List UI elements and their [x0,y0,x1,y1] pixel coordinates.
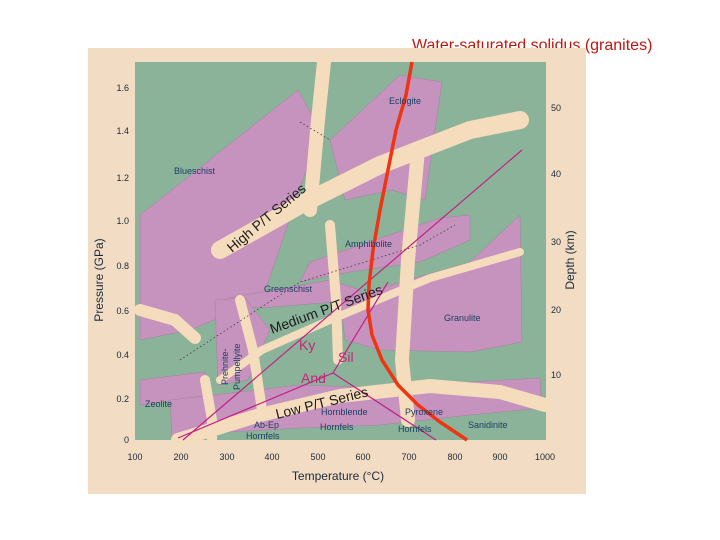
greenschist-label: Greenschist [264,284,313,294]
depth-tick: 20 [551,305,561,315]
y-axis-left-label: Pressure (GPa) [92,238,106,321]
pumpellyite-label: Pumpellyite [232,343,242,390]
y-axis-right: 10 20 30 40 50 Depth (km) [551,103,577,380]
y-axis-right-label: Depth (km) [563,230,577,289]
prehnite-label: Prehnite- [220,348,230,385]
low-pt-band [171,378,552,447]
depth-tick: 10 [551,370,561,380]
depth-tick: 30 [551,237,561,247]
x-tick: 900 [492,452,507,462]
x-tick: 800 [447,452,462,462]
x-axis-label: Temperature (°C) [292,469,384,483]
x-tick: 300 [219,452,234,462]
ab-ep-label: Ab-Ep [254,420,279,430]
y-tick: 0.2 [116,394,129,404]
dotted-blueschist-guide [299,121,331,141]
x-tick: 600 [355,452,370,462]
y-axis-left: 0 0.2 0.4 0.6 0.8 1.0 1.2 1.4 1.6 Pressu… [92,83,129,445]
pyroxene-hornfels-label: Hornfels [398,424,432,434]
high-pt-band [211,111,529,259]
y-tick: 0.4 [116,350,129,360]
depth-tick: 50 [551,103,561,113]
x-tick: 100 [127,452,142,462]
kyanite-label: Ky [299,337,315,353]
greenschist-amphibolite-band [235,295,267,415]
granulite-label: Granulite [444,313,481,323]
amphibolite-boundary-band [325,220,343,365]
dotted-medium-guide [179,224,456,361]
hornblende-hornfels-label: Hornfels [320,422,354,432]
depth-tick: 40 [551,169,561,179]
ky-sil-boundary [332,281,389,374]
y-tick: 1.2 [116,173,129,183]
y-tick: 1.6 [116,83,129,93]
blueschist-boundary-band [303,55,331,217]
y-tick: 0.8 [116,261,129,271]
and-sil-boundary [332,372,437,441]
medium-band [216,248,524,384]
andalusite-label: And [301,370,326,386]
dotted-guides [179,121,456,361]
pyroxene-label: Pyroxene [405,407,443,417]
amphibolite-field [299,214,471,283]
y-tick: 1.4 [116,126,129,136]
y-tick: 1.0 [116,216,129,226]
water-saturated-solidus-curve [366,61,468,442]
zeolite-label: Zeolite [145,399,172,409]
medium-geotherm-line [182,149,523,441]
sillimanite-label: Sil [338,349,354,365]
magenta-lines [177,149,523,441]
blueschist-label: Blueschist [174,166,216,176]
greenschist-boundary-band [134,304,201,344]
ab-ep-hornfels-label: Hornfels [246,431,280,441]
x-axis: 100 200 300 400 500 600 700 800 900 1000… [127,452,555,483]
x-tick: 1000 [535,452,555,462]
eclogite-label: Eclogite [389,96,421,106]
granulite-field [339,214,523,353]
y-tick: 0.6 [116,306,129,316]
x-tick: 500 [310,452,325,462]
x-tick: 400 [264,452,279,462]
hornblende-label: Hornblende [321,407,368,417]
facies-labels: Eclogite Blueschist Amphibolite Greensch… [145,96,508,441]
sanidinite-label: Sanidinite [468,420,508,430]
y-tick: 0 [124,435,129,445]
x-tick: 700 [401,452,416,462]
x-tick: 200 [173,452,188,462]
and-ky-boundary [177,372,334,439]
amphibolite-label: Amphibolite [345,239,392,249]
